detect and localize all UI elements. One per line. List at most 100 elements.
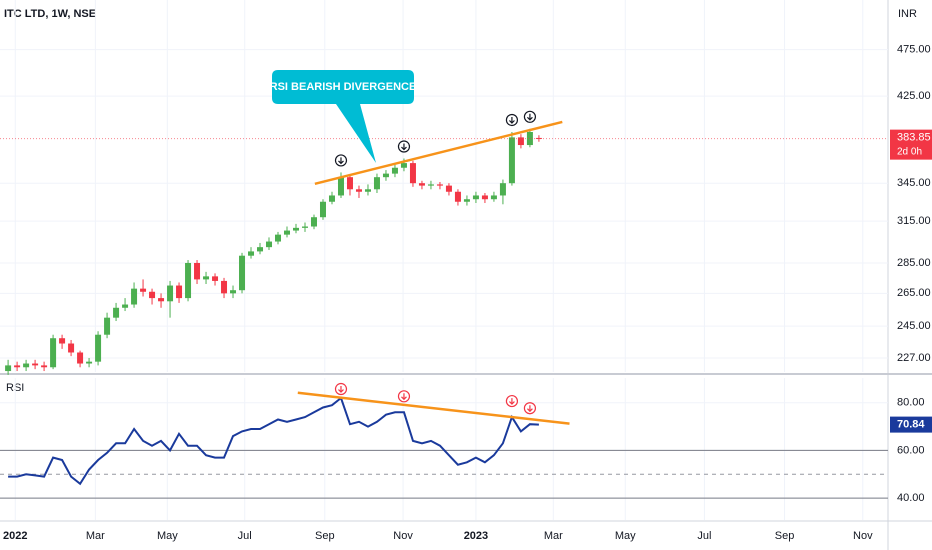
candle-body	[301, 226, 308, 228]
candle-body	[131, 288, 138, 305]
candle-body	[266, 241, 273, 248]
candle-body	[508, 137, 515, 184]
candle-body	[257, 247, 264, 252]
candle-body	[382, 173, 389, 178]
candle-body	[203, 276, 210, 280]
candle-body	[176, 285, 183, 299]
x-tick-label: Sep	[315, 530, 335, 542]
y-tick-label: 315.00	[897, 215, 931, 227]
last-value-box	[890, 416, 932, 433]
candle-body	[248, 251, 255, 256]
y-tick-label: 265.00	[897, 287, 931, 299]
trendline	[314, 120, 563, 186]
signal-marker	[397, 140, 411, 153]
plot-layer	[0, 0, 888, 520]
candle-body	[86, 361, 93, 364]
trendline	[297, 391, 570, 425]
y-tick-label: 245.00	[897, 320, 931, 332]
candle-body	[409, 163, 416, 184]
callout-box	[272, 70, 414, 163]
last-price-box	[890, 129, 932, 160]
y-tick-label: 345.00	[897, 177, 931, 189]
candle-body	[185, 262, 192, 299]
y-tick-label: 475.00	[897, 44, 931, 56]
candle-body	[275, 234, 282, 242]
callout: RSI BEARISH DIVERGENCE	[270, 70, 417, 163]
currency-label: INR	[898, 8, 917, 20]
countdown-label: 2d 0h	[897, 146, 922, 157]
callout-text: RSI BEARISH DIVERGENCE	[270, 81, 417, 93]
candle-body	[373, 177, 380, 190]
x-tick-label: Jul	[697, 530, 711, 542]
candle-body	[230, 290, 237, 294]
last-price-label: 383.85	[897, 132, 931, 144]
y-tick-label: 227.00	[897, 352, 931, 364]
x-tick-label: May	[615, 530, 636, 542]
y-tick-label: 425.00	[897, 90, 931, 102]
signal-marker	[523, 402, 537, 415]
candle-body	[32, 363, 39, 366]
signal-arrow	[338, 386, 344, 393]
candle-body	[95, 334, 102, 362]
signal-arrow	[509, 116, 515, 124]
signal-arrow	[401, 393, 407, 401]
candle-body	[167, 285, 174, 302]
candle-body	[337, 177, 344, 196]
signal-arrow	[526, 113, 533, 121]
candle-body	[158, 298, 165, 302]
y-tick-label: 285.00	[897, 257, 931, 269]
candle-body	[122, 304, 129, 308]
candle-body	[490, 195, 497, 200]
candle-body	[194, 262, 201, 280]
candle-body	[293, 227, 299, 231]
x-tick-label: Mar	[544, 530, 563, 542]
candle-body	[436, 184, 443, 186]
x-tick-label: Nov	[853, 530, 873, 542]
candle-body	[427, 184, 434, 186]
candle-body	[140, 288, 147, 292]
candle-body	[5, 365, 12, 372]
candle-body	[463, 199, 470, 202]
candle-body	[328, 195, 335, 202]
candle-body	[212, 276, 219, 281]
candle-body	[239, 255, 246, 291]
chart-title: ITC LTD, 1W, NSE	[4, 8, 96, 20]
candle-body	[355, 189, 362, 192]
candle-body	[346, 177, 353, 190]
candle-body	[23, 363, 30, 368]
candle-body	[454, 191, 461, 202]
y-tick-label: 80.00	[897, 397, 925, 409]
y-tick-label: 60.00	[897, 444, 925, 456]
x-tick-label: Sep	[775, 530, 795, 542]
x-tick-label: 2022	[3, 530, 27, 542]
candle-body	[41, 365, 48, 368]
signal-marker	[397, 390, 411, 403]
x-tick-label: Mar	[86, 530, 105, 542]
signal-marker	[523, 110, 537, 123]
candle-body	[499, 183, 506, 196]
candle-body	[68, 343, 75, 353]
candle-body	[445, 185, 452, 192]
candle-body	[391, 167, 398, 174]
signal-arrow	[401, 143, 407, 151]
rsi-line	[8, 396, 539, 486]
candle-body	[149, 291, 156, 299]
candle-body	[59, 338, 66, 344]
candle-body	[526, 131, 533, 146]
candle-body	[221, 280, 228, 294]
candle-body	[284, 230, 291, 235]
signal-marker	[505, 394, 519, 408]
candle-body	[535, 137, 542, 139]
signal-arrow	[338, 157, 344, 165]
signal-marker	[505, 113, 519, 127]
candle-body	[14, 365, 21, 368]
candle-body	[517, 137, 524, 146]
candle-body	[77, 352, 84, 364]
candle-body	[310, 217, 317, 227]
candle-body	[418, 183, 425, 186]
candle-body	[364, 189, 371, 192]
x-tick-label: Jul	[238, 530, 252, 542]
last-value-label: 70.84	[897, 419, 925, 431]
